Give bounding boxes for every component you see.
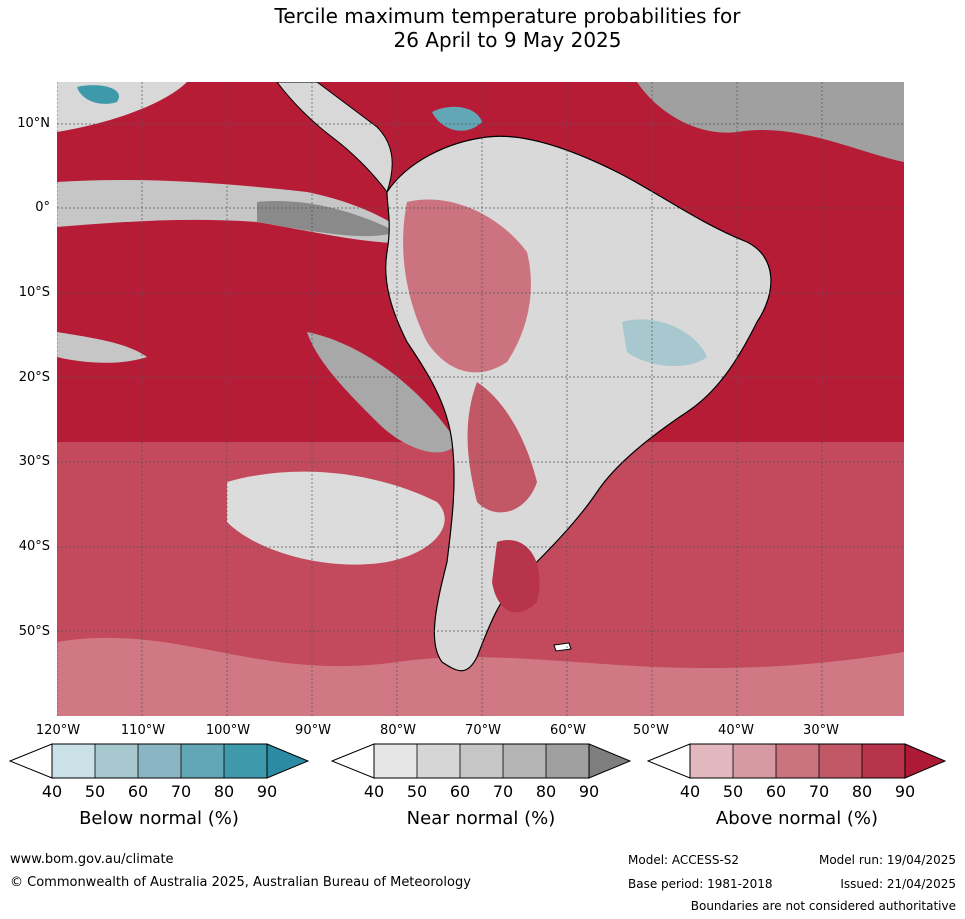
falkland-islands	[553, 642, 572, 652]
base-period-text: Base period: 1981-2018	[628, 877, 773, 891]
above-normal-title: Above normal (%)	[715, 808, 879, 829]
above-normal-swatch-2	[733, 744, 776, 778]
above-normal-tick-80: 80	[851, 782, 873, 801]
model-run-text: Model run: 19/04/2025	[818, 853, 956, 867]
brazil-below-normal-patch	[622, 319, 707, 367]
near-normal-swatch-0	[331, 743, 375, 779]
below-normal-tick-40: 40	[41, 782, 63, 801]
above-normal-swatch-0	[647, 743, 691, 779]
below-normal-swatch-4	[181, 744, 224, 778]
near-normal-swatch-3	[460, 744, 503, 778]
lon-label-110w: 110°W	[120, 723, 166, 738]
near-normal-swatch-4	[503, 744, 546, 778]
map-title: Tercile maximum temperature probabilitie…	[0, 4, 965, 52]
below-normal-swatch-2	[95, 744, 138, 778]
below-normal-tick-50: 50	[84, 782, 106, 801]
model-text: Model: ACCESS-S2	[628, 853, 740, 867]
colorbar-above-normal	[647, 743, 947, 779]
andes-above-normal-area	[467, 382, 537, 513]
central-america-land	[276, 82, 393, 194]
near-normal-swatch-2	[417, 744, 460, 778]
above-normal-swatch-5	[862, 744, 905, 778]
below-normal-tick-90: 90	[256, 782, 278, 801]
title-line-1: Tercile maximum temperature probabilitie…	[274, 4, 741, 28]
below-normal-tick-70: 70	[170, 782, 192, 801]
above-normal-tick-90: 90	[894, 782, 916, 801]
below-normal-tick-60: 60	[127, 782, 149, 801]
mid-pacific-near-normal-area	[227, 471, 445, 565]
probability-map	[57, 82, 904, 716]
lat-label-10s: 10°S	[18, 285, 50, 300]
above-normal-swatch-1	[690, 744, 733, 778]
lon-label-70w: 70°W	[465, 723, 501, 738]
lon-label-40w: 40°W	[718, 723, 754, 738]
near-normal-tick-50: 50	[406, 782, 428, 801]
above-normal-swatch-6	[904, 743, 947, 779]
below-normal-swatch-3	[138, 744, 181, 778]
below-normal-title: Below normal (%)	[79, 808, 239, 829]
patagonia-above-normal-area	[492, 540, 540, 613]
lat-label-10n: 10°N	[17, 116, 50, 131]
title-line-2: 26 April to 9 May 2025	[393, 28, 622, 52]
colorbar-below-normal	[9, 743, 309, 779]
near-normal-title: Near normal (%)	[406, 808, 556, 829]
lon-label-80w: 80°W	[380, 723, 416, 738]
near-normal-tick-70: 70	[492, 782, 514, 801]
lon-label-120w: 120°W	[35, 723, 81, 738]
lat-label-40s: 40°S	[18, 539, 50, 554]
below-normal-tick-80: 80	[213, 782, 235, 801]
lat-label-0: 0°	[35, 200, 50, 215]
copyright-text: © Commonwealth of Australia 2025, Austra…	[10, 875, 471, 890]
website-link[interactable]: www.bom.gov.au/climate	[10, 852, 174, 867]
lat-label-20s: 20°S	[18, 370, 50, 385]
lat-label-50s: 50°S	[18, 624, 50, 639]
disclaimer-text: Boundaries are not considered authoritat…	[690, 899, 956, 913]
lon-label-60w: 60°W	[550, 723, 586, 738]
atlantic-grey-band	[637, 82, 904, 162]
near-normal-swatch-5	[546, 744, 589, 778]
below-normal-swatch-5	[224, 744, 267, 778]
southern-ocean-light-patches	[57, 637, 904, 716]
near-normal-tick-80: 80	[535, 782, 557, 801]
near-normal-swatch-1	[374, 744, 417, 778]
above-normal-swatch-4	[819, 744, 862, 778]
below-normal-swatch-1	[52, 744, 95, 778]
graticule	[57, 82, 904, 716]
above-normal-swatch-3	[776, 744, 819, 778]
lon-label-100w: 100°W	[205, 723, 251, 738]
above-normal-tick-70: 70	[808, 782, 830, 801]
issued-text: Issued: 21/04/2025	[840, 877, 956, 891]
caribbean-below-normal-patch	[432, 106, 482, 131]
equatorial-dark-patch	[257, 201, 397, 237]
lat-label-30s: 30°S	[18, 454, 50, 469]
above-normal-tick-40: 40	[679, 782, 701, 801]
near-normal-tick-40: 40	[363, 782, 385, 801]
south-pacific-grey-patch	[57, 332, 147, 363]
lon-label-50w: 50°W	[633, 723, 669, 738]
lon-label-30w: 30°W	[803, 723, 839, 738]
above-normal-tick-60: 60	[765, 782, 787, 801]
near-normal-tick-60: 60	[449, 782, 471, 801]
lon-label-90w: 90°W	[295, 723, 331, 738]
chile-coast-grey-area	[307, 332, 457, 453]
north-pacific-blue-patch	[77, 85, 119, 104]
near-normal-swatch-6	[588, 743, 631, 779]
below-normal-swatch-6	[266, 743, 309, 779]
amazon-above-normal-area	[403, 199, 531, 373]
below-normal-swatch-0	[9, 743, 53, 779]
above-normal-tick-50: 50	[722, 782, 744, 801]
near-normal-tick-90: 90	[578, 782, 600, 801]
colorbar-near-normal	[331, 743, 631, 779]
